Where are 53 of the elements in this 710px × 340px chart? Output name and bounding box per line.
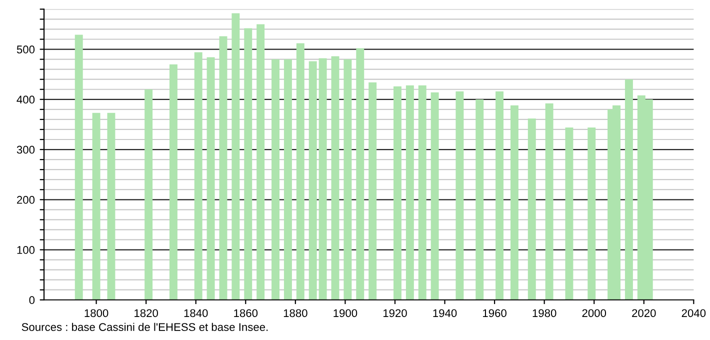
x-tick-label: 1920 (383, 309, 407, 318)
bar (74, 34, 83, 300)
x-tick-label: 1940 (433, 309, 457, 318)
x-tick-label: 2040 (682, 309, 706, 318)
bar (107, 112, 116, 300)
bar (296, 43, 304, 300)
bar (565, 127, 574, 300)
bar (318, 58, 327, 300)
x-tick-label: 2000 (582, 309, 606, 318)
bar (624, 79, 633, 300)
bar (545, 103, 554, 300)
x-tick-label: 1960 (483, 309, 506, 318)
bar (430, 92, 439, 300)
bar (232, 13, 240, 300)
bar (272, 59, 280, 300)
bar (406, 85, 414, 300)
x-tick-label: 1880 (284, 309, 308, 318)
y-tick-label: 300 (16, 146, 35, 154)
y-tick-label: 0 (29, 296, 35, 304)
bar (308, 61, 317, 300)
bar (393, 86, 402, 300)
bar (496, 91, 504, 300)
bar (456, 91, 464, 300)
bar (528, 118, 536, 300)
bar (244, 28, 252, 300)
x-tick-label: 1800 (84, 309, 108, 318)
bar (331, 56, 340, 300)
x-tick-label: 1840 (184, 309, 208, 318)
bar (92, 112, 100, 300)
x-tick-label: 1980 (532, 309, 556, 318)
bar (206, 57, 215, 300)
y-tick-label: 100 (17, 246, 35, 254)
bar (418, 85, 426, 300)
bar (256, 24, 265, 300)
y-tick-label: 500 (16, 46, 35, 54)
bar (510, 105, 518, 300)
bar (144, 89, 153, 300)
bar (368, 82, 377, 300)
x-tick-label: 2020 (632, 309, 656, 318)
bar (169, 64, 178, 300)
y-tick-label: 200 (17, 196, 35, 204)
bar (356, 48, 364, 300)
bar (219, 36, 228, 300)
x-tick-label: 1860 (234, 309, 258, 318)
bar (284, 59, 292, 300)
bar (344, 59, 352, 300)
x-tick-label: 1900 (334, 309, 358, 318)
bar (194, 52, 202, 300)
bar (588, 127, 596, 300)
bar (476, 99, 484, 300)
y-tick-label: 400 (16, 96, 35, 104)
x-tick-label: 1820 (134, 309, 158, 318)
source-note: Sources : base Cassini de l'EHESS et base Insee. (22, 322, 268, 332)
